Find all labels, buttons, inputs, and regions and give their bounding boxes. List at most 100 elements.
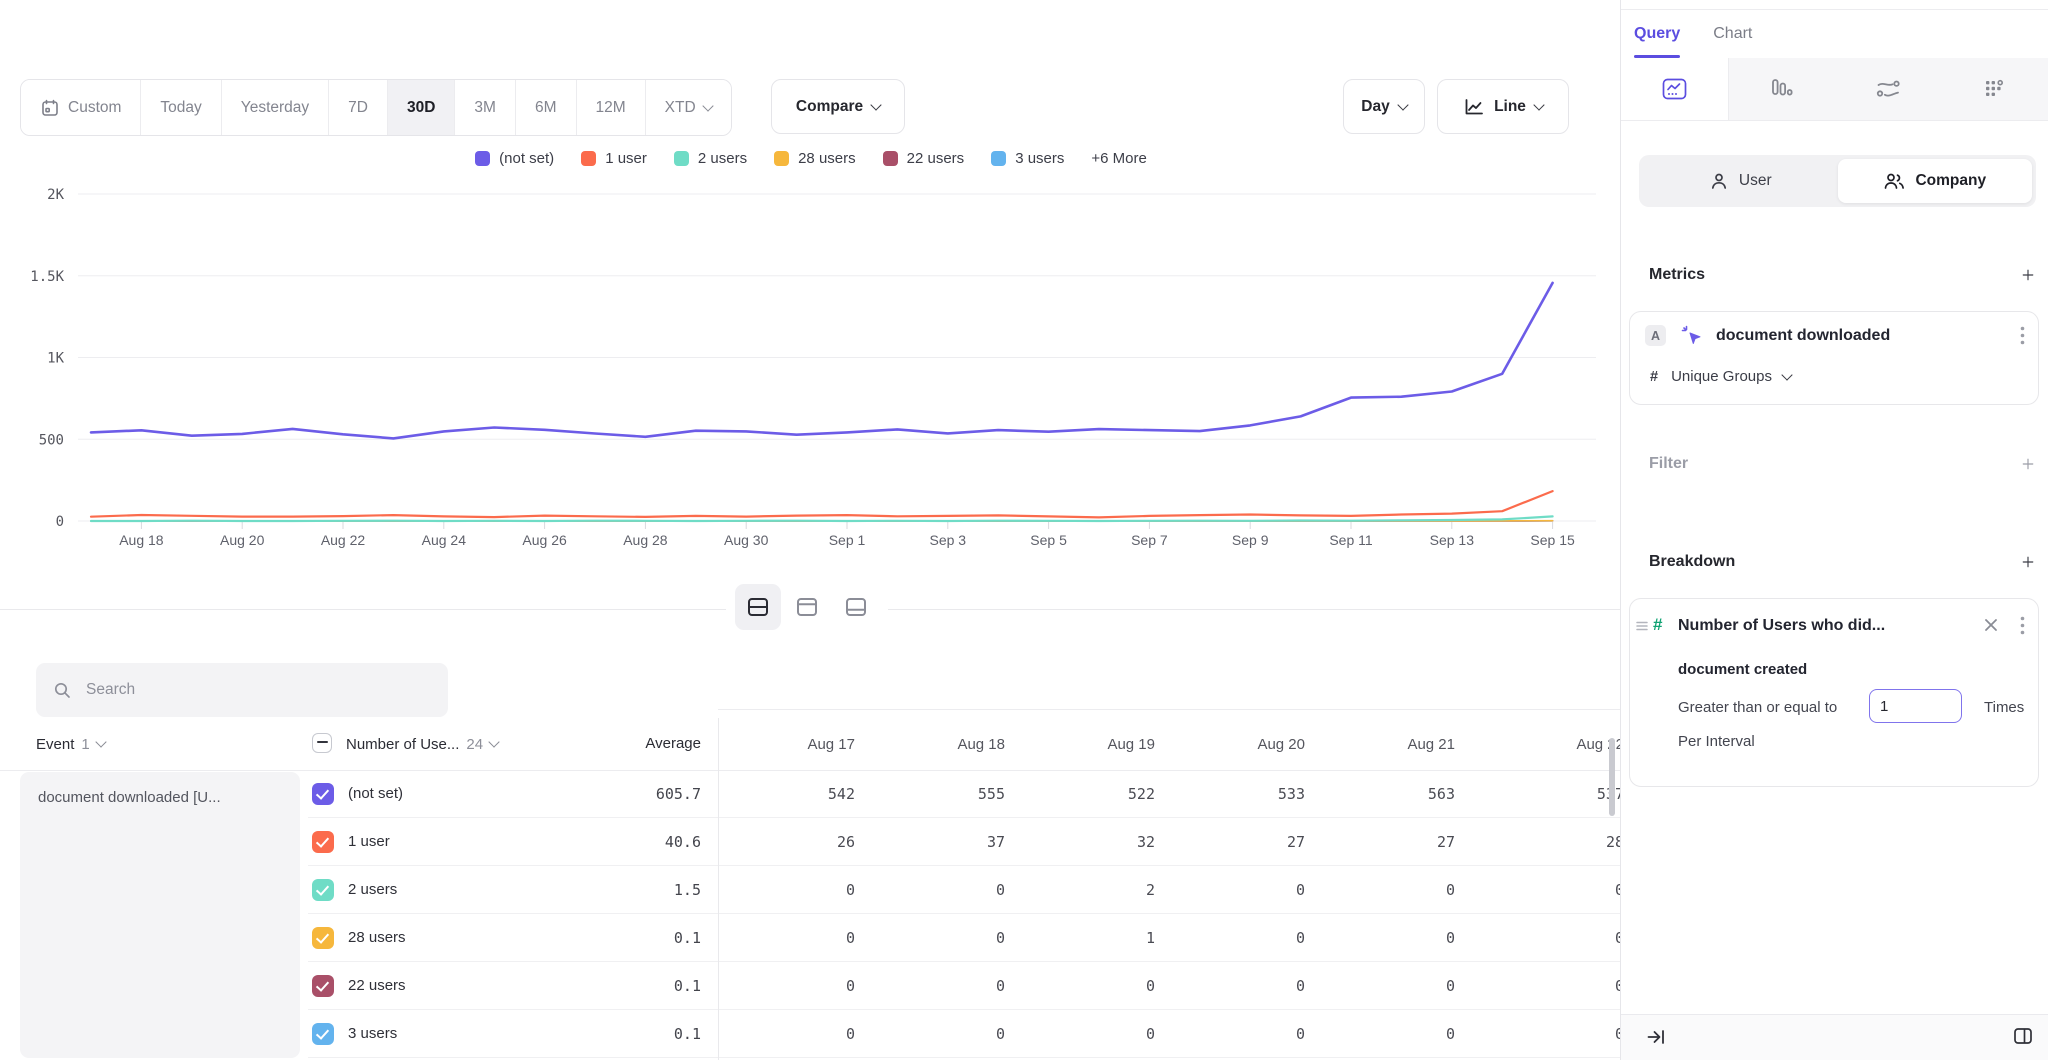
range-3m[interactable]: 3M [454,80,515,135]
layout-table-panel[interactable] [833,584,879,630]
x-tick-label: Aug 30 [724,532,769,548]
breakdown-interval-note: Per Interval [1678,733,1755,750]
row-value: 555 [868,770,1018,818]
add-filter-button[interactable] [2015,451,2041,477]
collapse-panel-icon[interactable] [1645,1026,1667,1051]
panel-tabs: Query Chart [1621,9,1752,58]
date-columns-header: Aug 17Aug 18Aug 19Aug 20Aug 21Aug 22 [718,718,1638,770]
row-value: 32 [1018,818,1168,866]
row-checkbox[interactable] [312,831,334,853]
layout-split-view[interactable] [735,584,781,630]
search-icon [52,680,72,700]
range-label: Yesterday [241,99,309,117]
line-chart: 05001K1.5K2KAug 18Aug 20Aug 22Aug 24Aug … [0,130,1620,580]
row-checkbox[interactable] [312,975,334,997]
row-value: 0 [1318,866,1468,914]
scope-user-option[interactable]: User [1643,159,1838,203]
split-view-icon [746,597,770,617]
chevron-down-icon [1781,369,1792,380]
range-7d[interactable]: 7D [328,80,387,135]
y-tick-label: 2K [47,187,64,203]
row-value: 0 [1468,866,1638,914]
compare-button[interactable]: Compare [771,79,905,134]
row-checkbox[interactable] [312,927,334,949]
range-12m[interactable]: 12M [576,80,645,135]
add-breakdown-button[interactable] [2015,549,2041,575]
line-chart-tab[interactable] [1621,58,1729,120]
x-tick-label: Sep 15 [1530,532,1575,548]
drag-handle-icon[interactable] [1636,619,1648,637]
metric-event-name[interactable]: document downloaded [1716,327,1890,345]
breakdown-event-name[interactable]: document created [1678,661,1807,678]
row-value: 0 [718,1010,868,1058]
range-custom[interactable]: Custom [21,80,140,135]
chart-panel-icon [795,597,819,617]
search-input[interactable] [84,680,432,700]
group-column-header[interactable]: Number of Use... 24 [346,718,498,770]
event-list-item[interactable]: document downloaded [U... [20,772,300,1058]
range-yesterday[interactable]: Yesterday [221,80,328,135]
tab-chart[interactable]: Chart [1713,9,1752,58]
close-icon[interactable] [1982,616,2000,637]
add-metric-button[interactable] [2015,262,2041,288]
interval-dropdown[interactable]: Day [1343,79,1425,134]
row-value: 0 [1468,962,1638,1010]
range-today[interactable]: Today [140,80,220,135]
metric-menu-button[interactable] [2020,326,2025,348]
breakdown-condition-label[interactable]: Greater than or equal to [1678,699,1837,716]
toggle-sidebar-icon[interactable] [2012,1025,2034,1050]
bar-chart-tab[interactable] [1729,58,1836,120]
row-value: 0 [718,866,868,914]
range-6m[interactable]: 6M [515,80,576,135]
row-checkbox[interactable] [312,879,334,901]
series-line[interactable] [91,283,1553,439]
row-value: 0 [868,914,1018,962]
range-label: 6M [535,99,557,117]
select-all-checkbox[interactable] [312,733,332,753]
row-checkbox[interactable] [312,1023,334,1045]
row-values: 542555522533563537 [718,770,1638,818]
row-value: 0 [868,1010,1018,1058]
scope-company-option[interactable]: Company [1838,159,2033,203]
row-value: 1 [1018,914,1168,962]
row-value: 563 [1318,770,1468,818]
date-column-header[interactable]: Aug 18 [868,736,1018,753]
more-charts-tab[interactable] [1942,58,2048,120]
layout-chart-panel[interactable] [784,584,830,630]
search-box [36,663,448,717]
date-column-header[interactable]: Aug 20 [1168,736,1318,753]
range-label: 30D [407,99,435,117]
y-tick-label: 1K [47,351,64,367]
x-tick-label: Sep 9 [1232,532,1269,548]
average-column-header[interactable]: Average [560,718,701,770]
row-average: 605.7 [560,770,701,818]
breakdown-menu-button[interactable] [2020,616,2025,638]
range-xtd[interactable]: XTD [645,80,731,135]
row-value: 0 [1168,1010,1318,1058]
chart-type-dropdown[interactable]: Line [1437,79,1569,134]
table-scrollbar[interactable] [1609,738,1615,816]
range-30d[interactable]: 30D [387,80,454,135]
row-value: 0 [1468,1010,1638,1058]
x-tick-label: Sep 11 [1329,532,1373,548]
group-header-label: Number of Use... [346,736,459,753]
event-column-header[interactable]: Event 1 [36,718,105,770]
interval-label: Day [1361,98,1389,116]
series-line[interactable] [91,491,1553,517]
date-column-header[interactable]: Aug 19 [1018,736,1168,753]
row-values: 000000 [718,1010,1638,1058]
breakdown-title[interactable]: Number of Users who did... [1678,617,1885,635]
date-column-header[interactable]: Aug 21 [1318,736,1468,753]
date-column-header[interactable]: Aug 17 [718,736,868,753]
filter-heading: Filter [1649,455,1688,473]
calendar-icon [40,98,60,118]
row-checkbox[interactable] [312,783,334,805]
range-label: 3M [474,99,496,117]
row-label: 1 user [348,818,390,866]
row-value: 0 [718,962,868,1010]
event-header-label: Event [36,736,74,753]
metric-aggregation[interactable]: # Unique Groups [1650,368,1791,385]
flow-chart-tab[interactable] [1835,58,1942,120]
breakdown-value-input[interactable] [1869,689,1962,723]
tab-query[interactable]: Query [1634,9,1680,58]
